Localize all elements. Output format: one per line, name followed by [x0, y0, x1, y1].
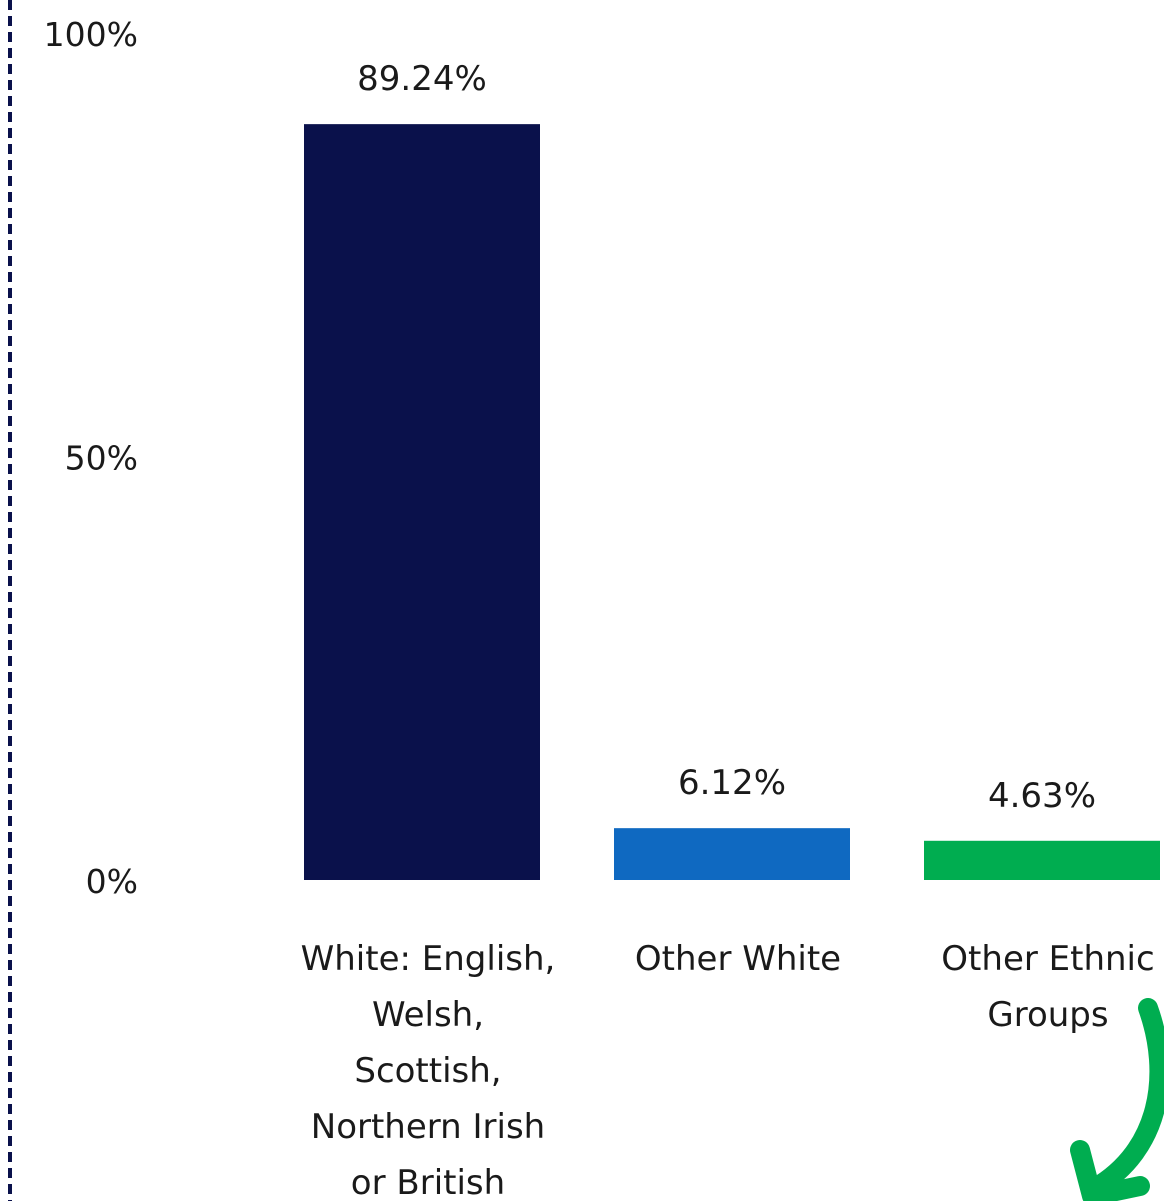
bar-value-label: 4.63%: [988, 776, 1096, 816]
data-labels: 89.24% 6.12% 4.63%: [357, 59, 1096, 816]
bar: [614, 828, 850, 880]
y-tick-label: 100%: [44, 15, 138, 54]
category-label: Northern Irish: [311, 1107, 545, 1147]
bar-value-label: 89.24%: [357, 59, 487, 99]
bars: [304, 124, 1160, 880]
bar: [924, 840, 1160, 880]
bar: [304, 124, 540, 880]
bar-value-label: 6.12%: [678, 763, 786, 803]
y-tick-label: 0%: [86, 862, 138, 901]
category-label: Groups: [987, 995, 1108, 1035]
arrow-head-icon: [1070, 1140, 1150, 1201]
category-label: Welsh,: [372, 995, 484, 1035]
category-label: or British: [351, 1163, 505, 1201]
category-label: Scottish,: [354, 1051, 501, 1091]
category-label: Other Ethnic: [941, 939, 1154, 979]
category-label: Other White: [635, 939, 841, 979]
curved-arrow-icon: [1085, 998, 1164, 1198]
category-label: White: English,: [301, 939, 556, 979]
category-labels: White: English, Welsh, Scottish, Northern I…: [301, 939, 1155, 1201]
y-tick-label: 50%: [65, 439, 138, 478]
y-axis-ticks: 0% 50% 100%: [44, 15, 138, 901]
